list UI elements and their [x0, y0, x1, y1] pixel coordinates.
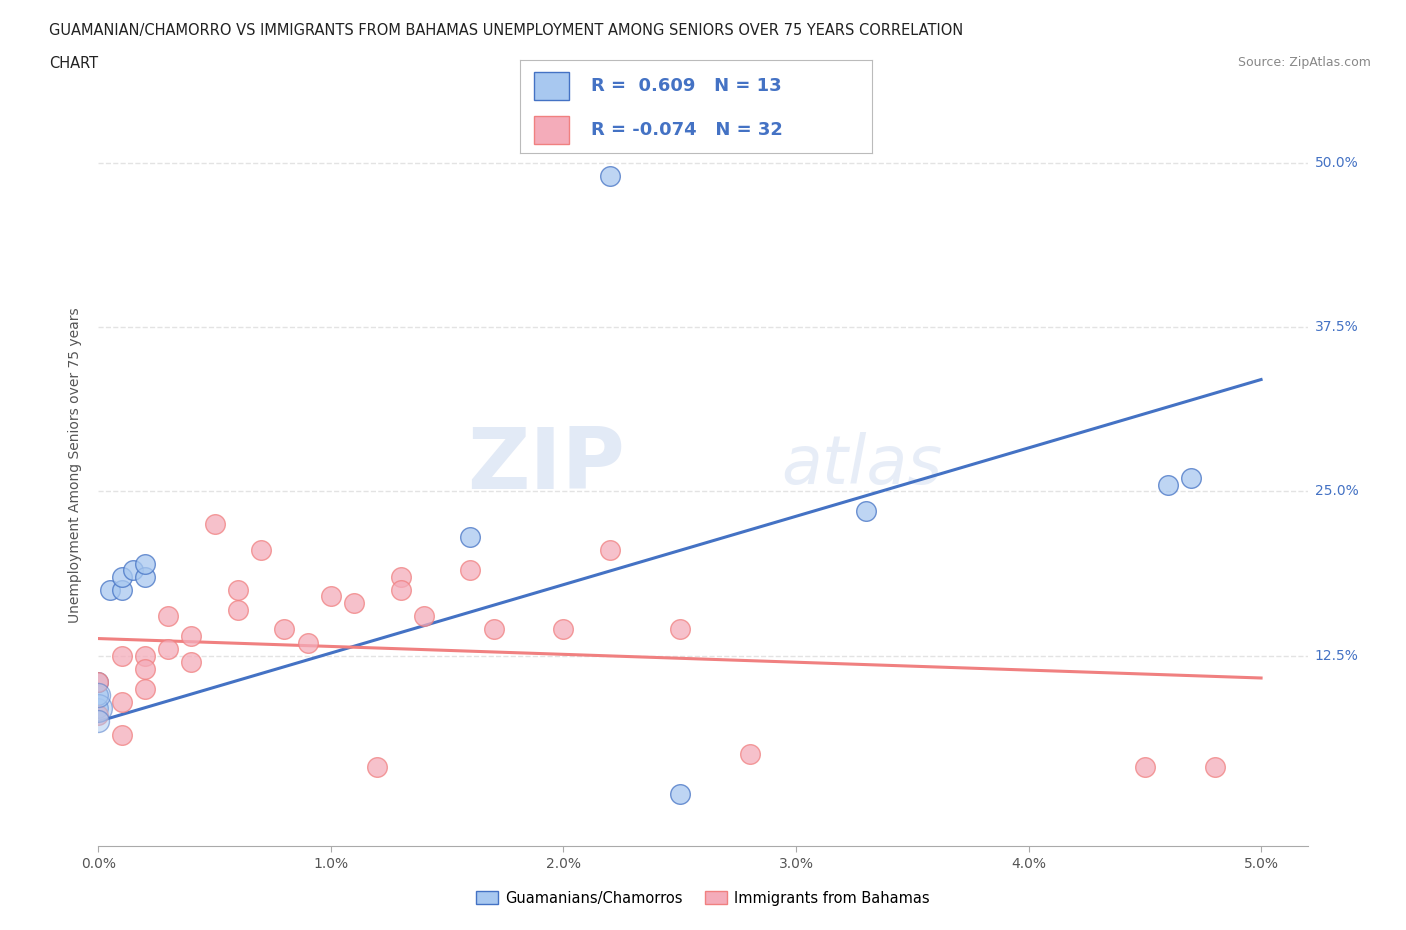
Point: [204, 517, 226, 532]
Point: [87, 674, 110, 689]
Point: [343, 595, 366, 610]
Point: [111, 727, 134, 742]
Point: [366, 760, 388, 775]
Point: [1157, 477, 1180, 492]
Point: [180, 629, 202, 644]
Point: [226, 603, 249, 618]
Point: [460, 530, 482, 545]
Text: CHART: CHART: [49, 56, 98, 71]
Point: [180, 655, 202, 670]
Point: [111, 694, 134, 709]
Text: 12.5%: 12.5%: [1315, 648, 1358, 663]
Text: R =  0.609   N = 13: R = 0.609 N = 13: [591, 76, 782, 95]
Point: [111, 582, 134, 597]
Point: [111, 648, 134, 663]
Point: [668, 786, 690, 801]
Point: [738, 747, 761, 762]
Point: [157, 609, 180, 624]
Text: 37.5%: 37.5%: [1315, 320, 1358, 334]
Point: [1204, 760, 1226, 775]
Text: Source: ZipAtlas.com: Source: ZipAtlas.com: [1237, 56, 1371, 69]
Point: [111, 569, 134, 584]
Point: [297, 635, 319, 650]
Point: [855, 503, 877, 518]
Point: [599, 168, 621, 183]
Point: [87, 674, 110, 689]
Point: [134, 556, 156, 571]
Point: [413, 609, 436, 624]
Point: [87, 687, 110, 702]
Y-axis label: Unemployment Among Seniors over 75 years: Unemployment Among Seniors over 75 years: [69, 307, 83, 623]
Point: [226, 582, 249, 597]
Point: [250, 543, 273, 558]
Text: ZIP: ZIP: [467, 423, 624, 507]
Point: [389, 569, 412, 584]
Point: [273, 622, 295, 637]
Point: [553, 622, 575, 637]
Point: [134, 681, 156, 696]
Point: [1180, 471, 1202, 485]
Point: [482, 622, 505, 637]
Text: 25.0%: 25.0%: [1315, 485, 1358, 498]
Text: R = -0.074   N = 32: R = -0.074 N = 32: [591, 121, 782, 140]
Text: atlas: atlas: [782, 432, 942, 498]
Point: [134, 661, 156, 676]
Text: 50.0%: 50.0%: [1315, 155, 1358, 169]
Point: [87, 687, 110, 702]
Point: [87, 708, 110, 723]
Point: [599, 543, 621, 558]
Point: [157, 642, 180, 657]
Point: [134, 569, 156, 584]
FancyBboxPatch shape: [534, 116, 569, 144]
Point: [1133, 760, 1156, 775]
Point: [460, 563, 482, 578]
Point: [98, 582, 121, 597]
Point: [319, 589, 342, 604]
Point: [87, 701, 110, 716]
Text: GUAMANIAN/CHAMORRO VS IMMIGRANTS FROM BAHAMAS UNEMPLOYMENT AMONG SENIORS OVER 75: GUAMANIAN/CHAMORRO VS IMMIGRANTS FROM BA…: [49, 23, 963, 38]
Point: [122, 563, 145, 578]
Point: [134, 648, 156, 663]
Legend: Guamanians/Chamorros, Immigrants from Bahamas: Guamanians/Chamorros, Immigrants from Ba…: [471, 884, 935, 911]
Point: [87, 714, 110, 729]
Point: [668, 622, 690, 637]
Point: [87, 701, 110, 716]
FancyBboxPatch shape: [534, 72, 569, 100]
Point: [389, 582, 412, 597]
